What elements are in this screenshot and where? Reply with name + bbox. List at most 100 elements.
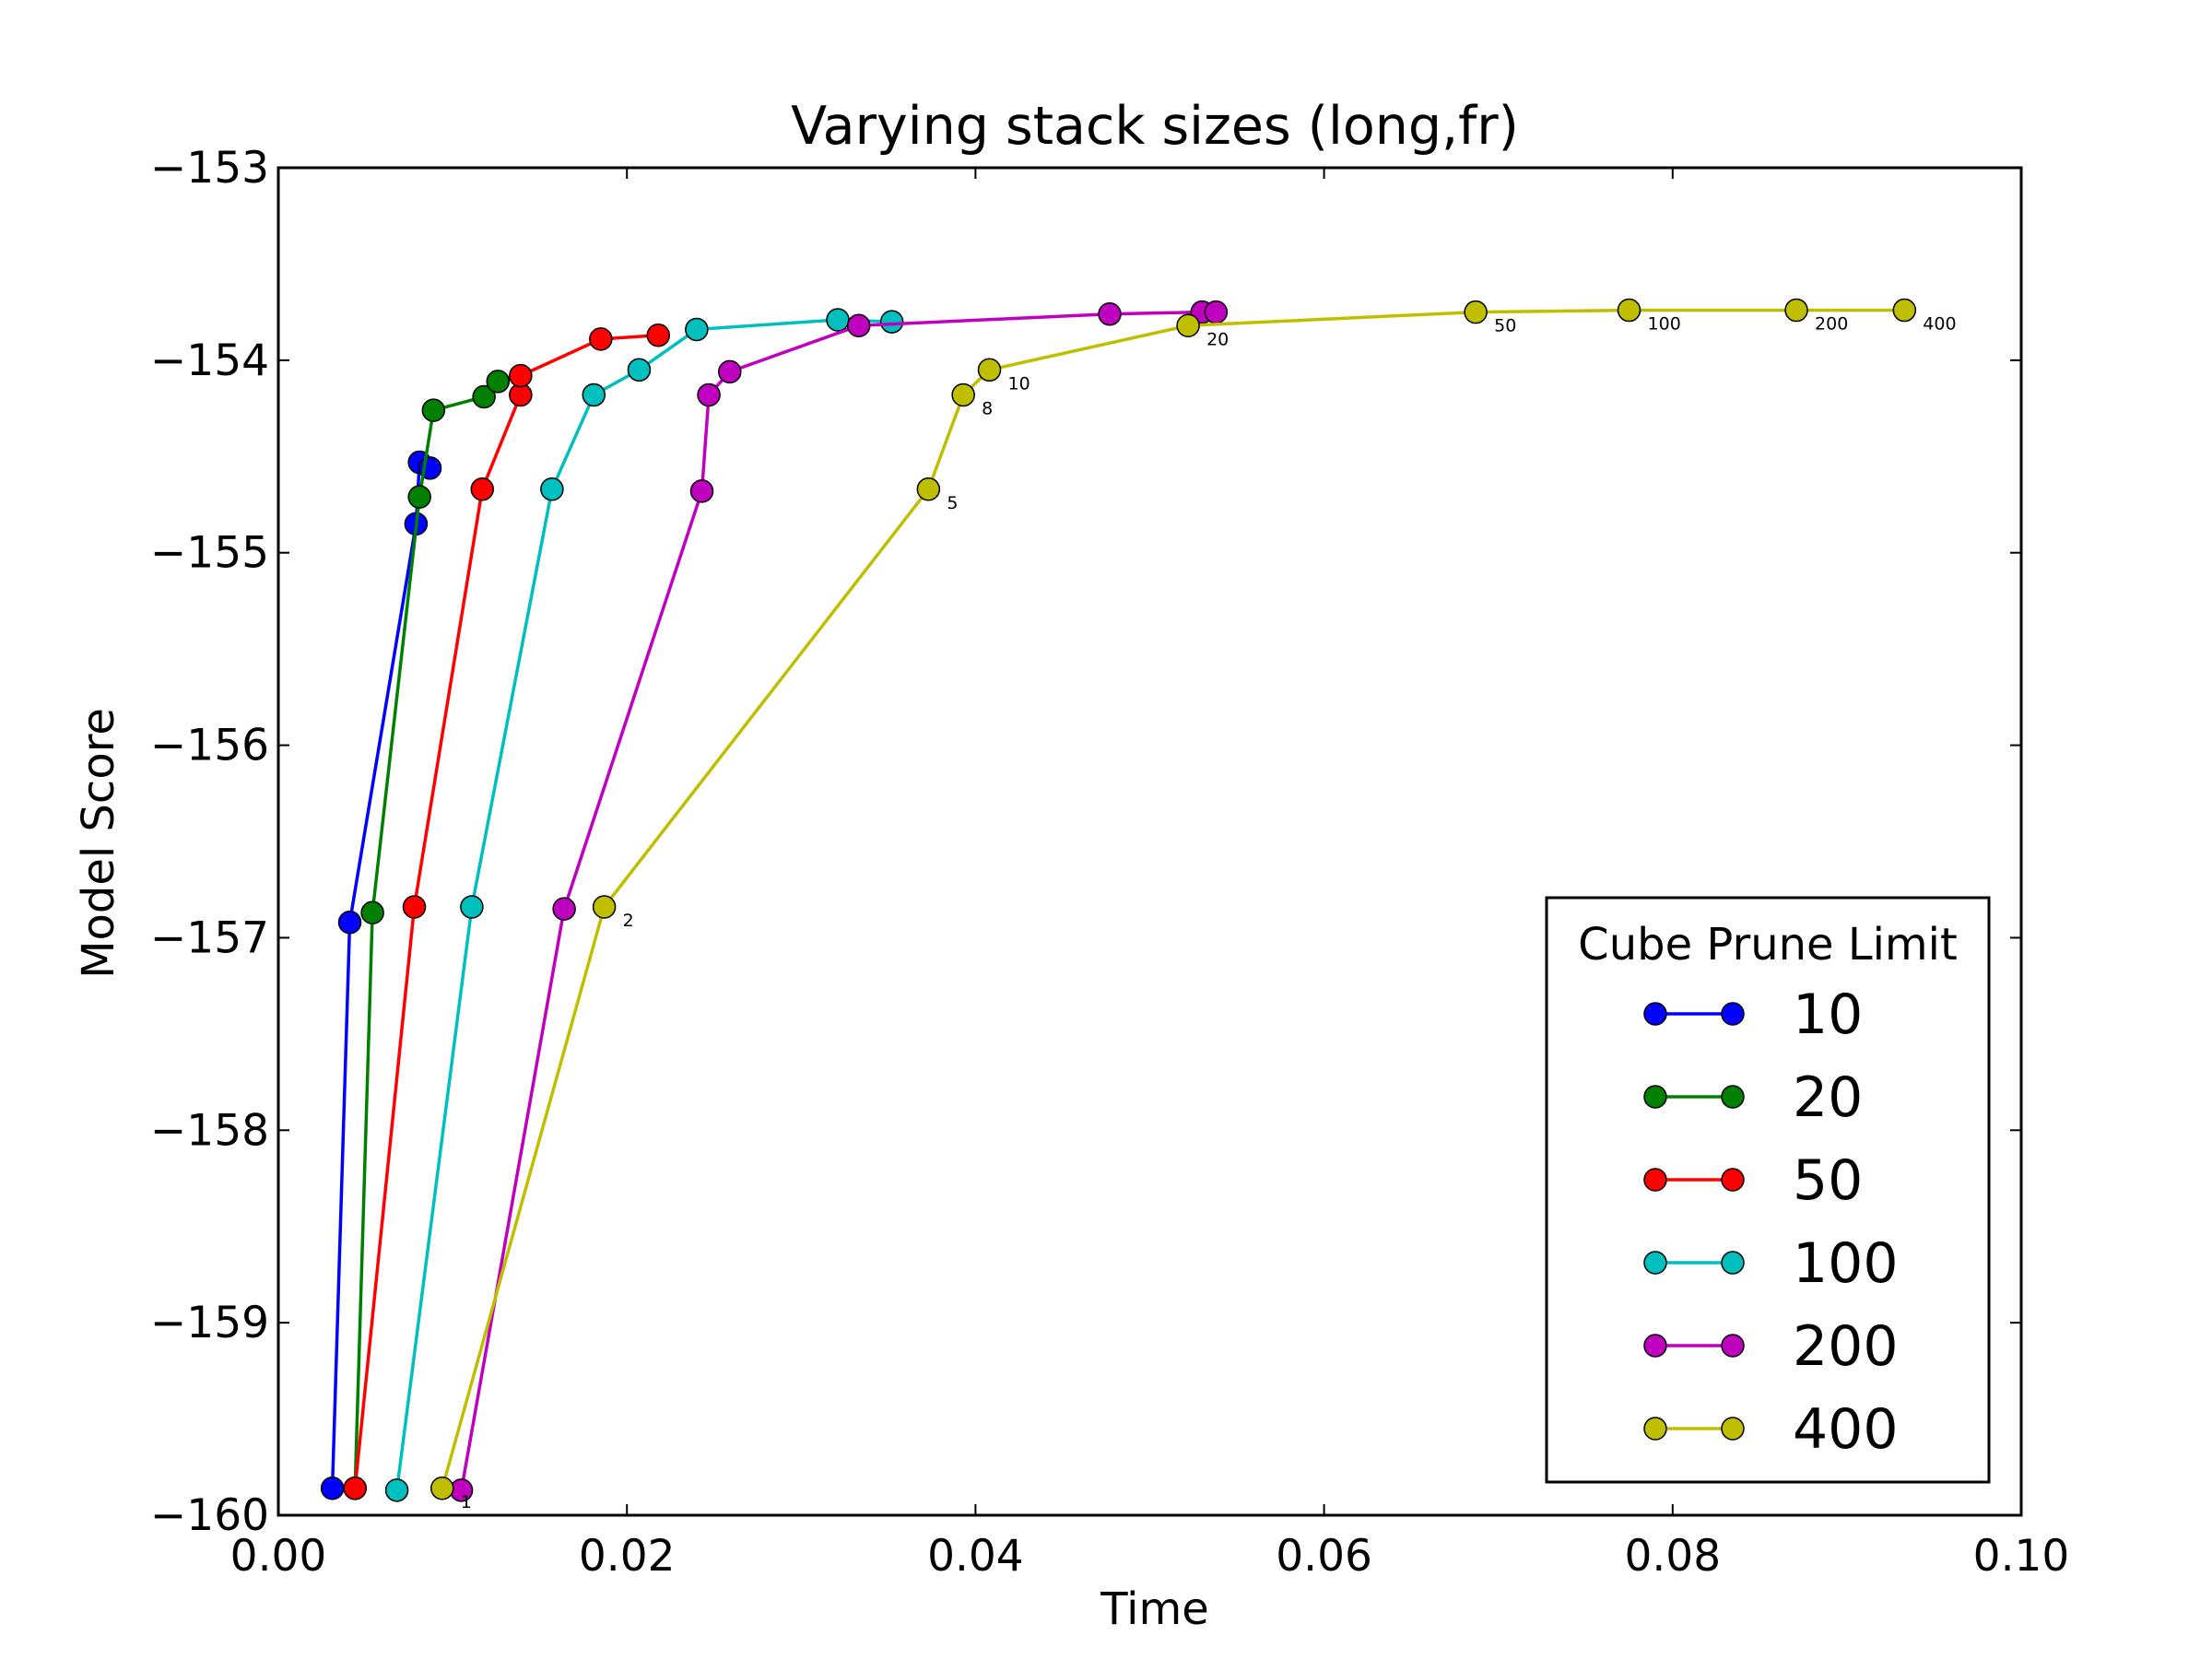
data-point-20 xyxy=(407,485,431,509)
data-point-400 xyxy=(1176,313,1200,338)
legend-marker xyxy=(1721,1251,1745,1275)
legend-entry-10: 10 xyxy=(1643,982,1863,1047)
legend-label: 10 xyxy=(1793,982,1863,1047)
legend-entry-20: 20 xyxy=(1643,1065,1863,1130)
legend-label: 50 xyxy=(1793,1148,1863,1213)
y-tick-label: −159 xyxy=(150,1298,269,1348)
series-20 xyxy=(343,370,511,1500)
data-point-400 xyxy=(430,1477,454,1500)
x-tick-label: 0.08 xyxy=(1624,1531,1721,1582)
x-tick-label: 0.02 xyxy=(579,1531,676,1582)
data-point-50 xyxy=(343,1477,367,1500)
legend-label: 100 xyxy=(1793,1231,1899,1296)
point-label: 5 xyxy=(947,493,958,513)
legend-marker xyxy=(1643,1251,1667,1275)
point-label: 8 xyxy=(982,398,993,418)
data-point-200 xyxy=(697,382,721,407)
data-point-20 xyxy=(472,384,496,409)
data-point-200 xyxy=(1098,301,1122,326)
x-tick-label: 0.10 xyxy=(1973,1531,2070,1582)
point-label: 10 xyxy=(1008,373,1030,394)
data-point-200 xyxy=(846,313,871,338)
data-point-100 xyxy=(384,1478,409,1502)
data-point-100 xyxy=(826,308,850,332)
axis-ticks: 0.00 0.02 0.04 0.06 0.08 0.10 −160 −159 −158 −157… xyxy=(150,143,2069,1582)
data-point-400 xyxy=(592,895,617,919)
series-100 xyxy=(384,308,904,1502)
legend-marker xyxy=(1643,1002,1667,1026)
legend-label: 20 xyxy=(1793,1065,1863,1130)
y-tick-label: −155 xyxy=(150,528,269,579)
data-point-400 xyxy=(916,477,941,501)
series-line-400 xyxy=(441,308,1905,1489)
legend-marker xyxy=(1721,1334,1745,1358)
series-400: 1 2 5 8 10 20 50 100 200 400 xyxy=(430,298,1957,1512)
data-point-400 xyxy=(1784,298,1808,323)
x-axis-label: Time xyxy=(1100,1583,1208,1635)
legend-marker xyxy=(1721,1002,1745,1026)
point-label: 2 xyxy=(623,911,634,931)
point-label: 20 xyxy=(1206,329,1229,349)
data-point-100 xyxy=(540,477,564,501)
data-point-50 xyxy=(589,327,613,351)
data-point-100 xyxy=(879,310,904,334)
series-50 xyxy=(343,323,670,1500)
chart-title: Varying stack sizes (long,fr) xyxy=(791,96,1519,157)
data-point-50 xyxy=(646,323,670,347)
legend-title: Cube Prune Limit xyxy=(1578,919,1958,971)
y-tick-label: −158 xyxy=(150,1105,269,1156)
legend-marker xyxy=(1643,1417,1667,1441)
x-tick-label: 0.00 xyxy=(230,1531,327,1582)
data-point-400 xyxy=(1617,298,1641,323)
legend: Cube Prune Limit 10 20 50 100 200 400 xyxy=(1545,896,1991,1484)
legend-entries: 10 20 50 100 200 400 xyxy=(1643,982,1899,1462)
point-label: 200 xyxy=(1815,314,1848,335)
plot-frame xyxy=(276,166,2023,1517)
legend-entry-100: 100 xyxy=(1643,1231,1899,1296)
data-point-400 xyxy=(1892,298,1917,323)
data-point-10 xyxy=(320,1477,345,1500)
data-point-400 xyxy=(1464,300,1488,324)
legend-entry-400: 400 xyxy=(1643,1397,1899,1462)
legend-label: 400 xyxy=(1793,1397,1899,1462)
legend-marker xyxy=(1721,1168,1745,1192)
point-label: 1 xyxy=(461,1492,472,1512)
x-tick-label: 0.06 xyxy=(1276,1531,1372,1582)
legend-entry-200: 200 xyxy=(1643,1314,1899,1379)
y-tick-label: −153 xyxy=(150,143,269,194)
series-200 xyxy=(449,300,1229,1502)
y-tick-label: −160 xyxy=(150,1490,269,1541)
series-line-100 xyxy=(394,318,892,1491)
data-point-20 xyxy=(360,900,384,925)
data-point-100 xyxy=(685,317,709,342)
point-label: 400 xyxy=(1923,314,1956,335)
point-label: 100 xyxy=(1648,314,1681,335)
legend-label: 200 xyxy=(1793,1314,1899,1379)
data-point-400 xyxy=(951,382,975,407)
data-point-200 xyxy=(689,479,714,503)
data-point-100 xyxy=(460,895,484,919)
legend-marker xyxy=(1721,1085,1745,1109)
data-point-20 xyxy=(486,370,511,394)
data-point-50 xyxy=(470,477,494,501)
data-point-400 xyxy=(977,358,1002,382)
point-label: 50 xyxy=(1494,316,1516,336)
legend-entry-50: 50 xyxy=(1643,1148,1863,1213)
legend-box xyxy=(1545,896,1991,1484)
y-tick-label: −156 xyxy=(150,721,269,771)
y-tick-label: −157 xyxy=(150,912,269,963)
legend-marker xyxy=(1721,1417,1745,1441)
data-point-20 xyxy=(421,398,446,422)
data-point-200 xyxy=(718,359,742,384)
plot-series: 1 2 5 8 10 20 50 100 200 400 xyxy=(320,298,1957,1512)
y-axis-label: Model Score xyxy=(73,708,124,979)
data-point-50 xyxy=(402,895,427,919)
data-point-200 xyxy=(1204,300,1229,324)
data-point-50 xyxy=(509,363,533,388)
x-tick-label: 0.04 xyxy=(927,1531,1024,1582)
data-point-200 xyxy=(552,897,576,921)
legend-marker xyxy=(1643,1168,1667,1192)
data-point-100 xyxy=(582,382,606,407)
legend-marker xyxy=(1643,1334,1667,1358)
